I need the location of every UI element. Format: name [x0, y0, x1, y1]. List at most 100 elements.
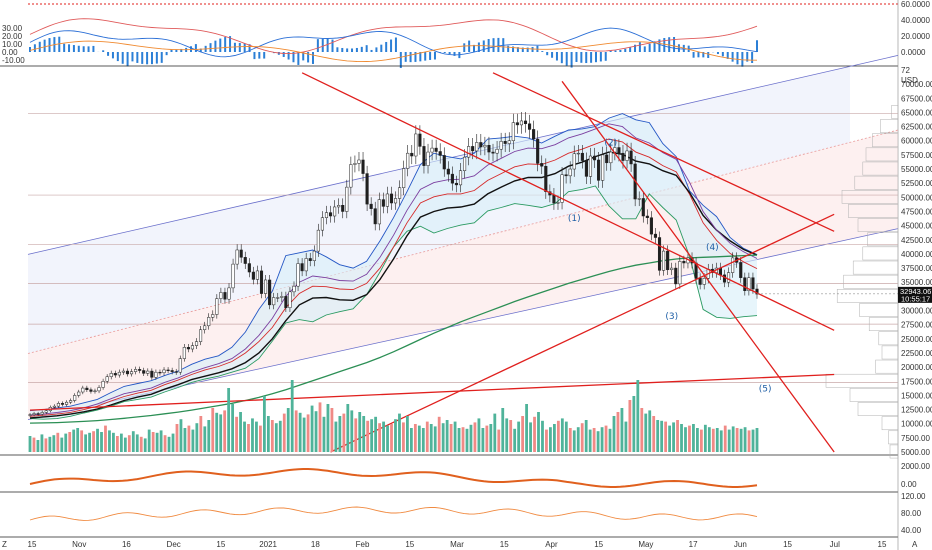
top-right-tick-label: 0.0000 [901, 48, 926, 57]
histogram-bar [433, 52, 436, 60]
candle-body [434, 147, 438, 152]
histogram-bar [653, 41, 656, 52]
bottom-indicator-line [29, 506, 758, 521]
time-axis[interactable]: 15 Nov 16 Dec 15 2021 18 Feb 15 Mar 15 Apr 15 May 17 Ju… [2, 540, 918, 549]
histogram-bar [555, 52, 558, 61]
volume-bar [628, 400, 632, 452]
candle-body [540, 163, 544, 167]
price-tick-label: 42500.00 [901, 236, 932, 245]
sma-long-line [29, 254, 758, 424]
bollinger-fill [30, 113, 757, 420]
rising-support-trendline[interactable] [330, 213, 835, 453]
histogram-bar [307, 52, 310, 63]
candle-body [666, 250, 670, 271]
histogram-bar [580, 52, 583, 63]
candle-body [227, 287, 231, 300]
bottom-tick-label: 80.00 [901, 509, 922, 518]
volume-bar [735, 428, 739, 452]
candle-body [60, 403, 65, 405]
volume-bar [692, 424, 695, 452]
volume-bar [167, 436, 171, 452]
histogram-bar [692, 52, 695, 58]
price-tick-label: 30000.00 [901, 307, 932, 316]
candle-body [219, 292, 223, 299]
corner-right-label[interactable]: A [912, 540, 918, 549]
mid-indicator-pane[interactable]: 2000.00 0.00 [29, 462, 930, 489]
flat-support-trendline[interactable] [29, 373, 835, 411]
volume-bar [386, 425, 389, 452]
volume-bar [525, 404, 528, 452]
volume-bar [549, 427, 552, 452]
histogram-bar [175, 49, 178, 52]
candle-body [158, 371, 162, 374]
mid-tick-label: 0.00 [901, 480, 917, 489]
candle-body [300, 263, 304, 272]
candle-body [32, 413, 36, 415]
histogram-bar [399, 52, 402, 68]
volume-bar [143, 438, 147, 452]
histogram-bar [516, 47, 519, 52]
histogram-bar [165, 52, 168, 56]
last-price-tag[interactable] [898, 286, 932, 303]
volume-profile-bar [865, 147, 899, 162]
volume-bar [672, 422, 675, 452]
candle-body [247, 263, 251, 273]
volume-bar [135, 434, 139, 452]
volume-bar [147, 429, 151, 452]
volume-bar [425, 421, 429, 452]
histogram-bar [292, 52, 295, 63]
candle-body [418, 133, 422, 147]
volume-bar [286, 408, 290, 452]
price-tick-label: 67500.00 [901, 94, 932, 103]
candle-body [77, 391, 81, 396]
candle-body [373, 208, 377, 225]
histogram-bar [473, 44, 476, 52]
volume-bar [398, 413, 401, 452]
histogram-bar [707, 52, 710, 59]
candle-body [199, 329, 203, 342]
histogram-bar [209, 43, 212, 52]
volume-bar [465, 428, 469, 452]
unit-label: USD [901, 76, 918, 85]
histogram-bar [336, 47, 339, 52]
main-price-pane[interactable]: (1) (2) (3) (4) (5) [0, 0, 899, 550]
candle-body [292, 285, 296, 293]
wedge-upper-trendline[interactable] [561, 80, 835, 453]
histogram-bar [346, 48, 349, 52]
bottom-indicator-pane[interactable]: 40.00 80.00 120.00 [29, 492, 926, 535]
volume-bar [159, 430, 163, 452]
volume-bar [580, 423, 584, 452]
volume-bar [457, 428, 461, 452]
volume-profile-bar [878, 331, 899, 346]
candle-body [113, 373, 117, 376]
histogram-bar [72, 45, 75, 52]
candle-body [117, 371, 121, 376]
volume-bar [656, 420, 660, 452]
candle-body [345, 186, 349, 212]
price-axis[interactable]: 5000.00 7500.00 10000.00 12500.00 15000.00 17… [757, 66, 932, 457]
candle-body [475, 142, 479, 152]
histogram-bar [756, 40, 758, 52]
volume-bar [481, 428, 485, 452]
histogram-bar [311, 52, 314, 64]
price-tick-label: 10000.00 [901, 420, 932, 429]
histogram-bar [77, 45, 80, 52]
candle-body [361, 159, 365, 174]
histogram-bar [29, 47, 31, 52]
volume-bar [195, 423, 199, 452]
candle-body [186, 347, 190, 350]
histogram-bar [219, 38, 222, 52]
candle-body [170, 370, 174, 372]
volume-bar [127, 435, 131, 452]
long-downtrend-trendline[interactable] [301, 72, 835, 331]
histogram-bar [609, 50, 612, 52]
candle-body [532, 129, 536, 140]
top-left-tick-label: 30.00 [2, 24, 23, 33]
bar-countdown: 10:55:17 [901, 294, 930, 303]
histogram-bar [394, 37, 397, 52]
histogram-bar [341, 47, 344, 52]
volume-bar [421, 428, 425, 452]
steep-downtrend-trendline[interactable] [492, 72, 835, 232]
bottom-tick-label: 40.00 [901, 526, 922, 535]
